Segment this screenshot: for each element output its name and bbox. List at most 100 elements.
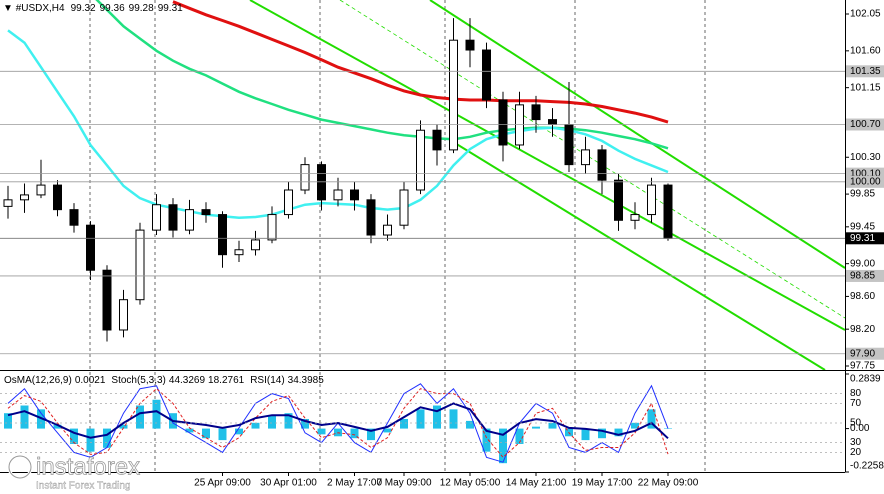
level-box (846, 269, 884, 282)
osma-name: OsMA(12,26,9) (4, 375, 72, 386)
logo-icon-outline (8, 455, 32, 479)
rsi-value: 34.3985 (288, 375, 325, 386)
y-tick-label: 102.05 (850, 9, 881, 20)
osma-bar (202, 428, 210, 439)
stoch-name: Stoch(5,3,3) (111, 375, 165, 386)
level-box (846, 175, 884, 188)
candle-body (416, 129, 425, 191)
moving-average (172, 0, 669, 124)
candle-body (119, 299, 128, 331)
osma-bar (367, 428, 375, 441)
level-box (846, 118, 884, 131)
osma-bar (284, 413, 293, 429)
candle-body (647, 184, 656, 216)
osma-bar (20, 405, 29, 429)
candle-body (333, 189, 343, 201)
y2-tick-label: 70 (850, 398, 862, 409)
x-tick-label: 25 Apr 09:00 (194, 478, 251, 489)
candle-body (102, 269, 112, 331)
osma-bar (614, 428, 623, 437)
osma-bar (532, 426, 540, 429)
indicator-line (7, 402, 669, 440)
stoch-signal-value: 18.2761 (208, 375, 245, 386)
x-tick-label: 7 May 09:00 (376, 478, 431, 489)
candle-body (564, 124, 574, 166)
osma-bar (268, 415, 276, 429)
indicator-line (7, 388, 669, 459)
osma-bar (4, 413, 12, 429)
candle-body (135, 229, 145, 301)
menu-arrow: ▼ (3, 3, 16, 14)
osma-bar (136, 405, 144, 429)
osma-bar (598, 428, 606, 439)
candle-body (20, 194, 29, 201)
osma-bar (400, 418, 408, 429)
osma-bar (218, 428, 227, 441)
y-tick-label: 0.00 (850, 423, 870, 434)
candle-body (152, 204, 161, 231)
oscillator-area (4, 383, 672, 464)
candle-body (465, 39, 475, 51)
bar-open: 99.32 (71, 3, 96, 14)
level-box (846, 347, 884, 360)
candle-body (383, 224, 392, 236)
y-tick-label: 101.15 (850, 82, 881, 93)
y-tick-label: 101.60 (850, 45, 881, 56)
osma-bar (185, 428, 194, 433)
current-price-box (846, 232, 884, 245)
osma-bar (103, 428, 111, 448)
osma-bar (317, 428, 326, 435)
osma-bar (119, 424, 128, 429)
current-price-label: 99.31 (850, 233, 875, 244)
osma-bar (350, 428, 359, 439)
x-tick-label: 30 Apr 01:00 (260, 478, 317, 489)
y-tick-label: 99.85 (850, 189, 875, 200)
osma-value: 0.0021 (75, 375, 106, 386)
candle-body (3, 199, 13, 207)
y-tick-label: 100.30 (850, 152, 881, 163)
level-label: 100.70 (850, 119, 881, 130)
candle-body (432, 129, 442, 151)
bar-high: 99.36 (100, 3, 125, 14)
y2-tick-label: 50 (850, 418, 862, 429)
stoch-main-value: 44.3269 (169, 375, 206, 386)
candle-body (267, 214, 277, 241)
candle-body (548, 119, 557, 126)
candle-body (630, 214, 640, 221)
bar-close: 99.31 (158, 3, 183, 14)
plot-area (3, 0, 845, 370)
level-box (846, 65, 884, 78)
osma-bar (548, 422, 557, 429)
rsi-name: RSI(14) (250, 375, 284, 386)
osma-bar (449, 409, 458, 429)
candle-body (201, 209, 211, 216)
level-label: 97.90 (850, 348, 875, 359)
osma-bar (383, 428, 392, 433)
candle-body (53, 184, 62, 211)
candle-body (300, 164, 310, 191)
osma-bar (515, 428, 524, 444)
candle-body (482, 49, 491, 101)
candle-body (663, 184, 673, 239)
y-tick-label: 98.20 (850, 324, 875, 335)
candle-body (449, 39, 458, 151)
candle-body (515, 104, 524, 146)
y2-tick-label: 80 (850, 388, 862, 399)
candle-body (218, 214, 227, 256)
osma-bar (86, 428, 95, 452)
x-tick-label: 12 May 05:00 (440, 478, 501, 489)
candle-body (284, 189, 293, 216)
candle-body (498, 99, 508, 146)
brand: instaforex (36, 453, 140, 480)
candle-body (597, 149, 607, 181)
candle-body (251, 239, 260, 251)
candle-body (69, 209, 79, 226)
y-tick-label: 99.45 (850, 221, 875, 232)
bar-low: 99.28 (129, 3, 154, 14)
y-tick-label: 97.75 (850, 361, 875, 372)
osma-bar (631, 422, 639, 429)
x-tick-label: 14 May 21:00 (506, 478, 567, 489)
y2-tick-label: 20 (850, 447, 862, 458)
